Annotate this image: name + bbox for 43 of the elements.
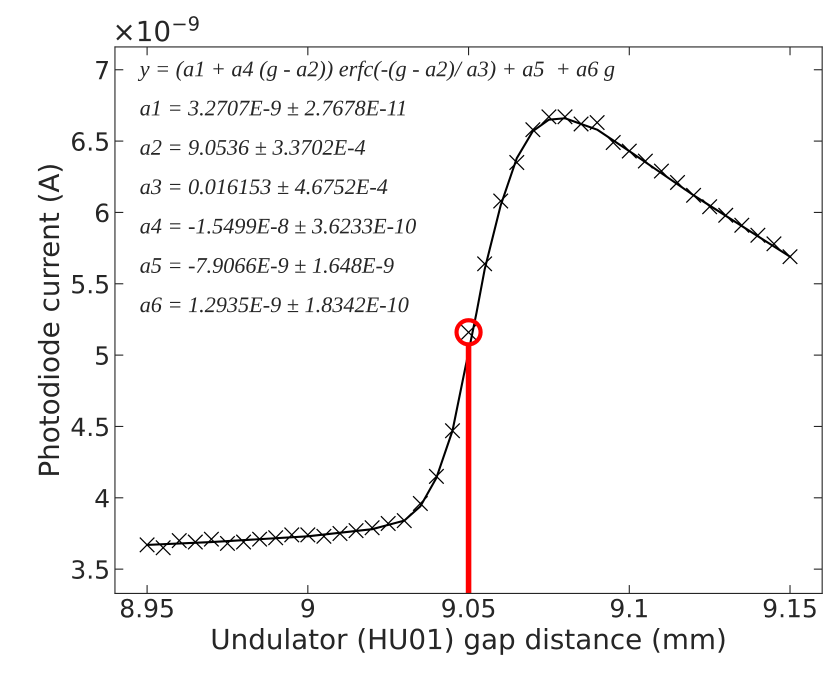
point [750,227,766,244]
annotation: y = (a1 + a4 (g - a2)) erfc(-(g - a2)/ a3) + a5 + a6 g [138,60,614,82]
y-tick-label: 5 [96,346,108,365]
point [702,198,718,215]
point [766,236,782,252]
point [412,496,428,512]
annotation: a1 = 3.2707E-9 ± 2.7678E-11 [140,100,405,116]
x-tick-label: 9 [301,598,314,618]
y-tick-label: 3.5 [72,560,108,579]
text: ×10$^{−9}$ [116,16,199,42]
annotation: a3 = 0.016153 ± 4.6752E-4 [140,179,388,194]
point [637,153,654,169]
point [428,468,444,484]
point [670,174,686,190]
y-tick-label: 6.5 [72,132,108,151]
point [508,154,525,170]
y-tick-label: 7 [96,61,108,80]
point [492,193,509,209]
point [686,187,702,204]
y-tick-label: 6 [96,203,109,222]
y-tick-label: 4 [95,489,109,508]
x-tick-label: 9.1 [610,598,647,618]
annotation: a2 = 9.0536 ± 3.3702E-4 [140,140,366,156]
x-tick-label: 9.15 [764,598,816,618]
point [654,163,670,179]
y-tick-label: 4.5 [72,418,108,436]
point [476,256,493,272]
x-axis-title: Undulator (HU01) gap distance (mm) [212,628,724,655]
point [734,217,750,234]
point [444,422,460,439]
y-tick-label: 5.5 [72,275,108,294]
y-axis-title: Photodiode current (A) [38,165,63,475]
x-tick-label: 9.05 [442,598,494,618]
annotation: a4 = -1.5499E-8 ± 3.6233E-10 [140,218,416,234]
annotation: a5 = -7.9066E-9 ± 1.648E-9 [140,258,394,274]
point [782,248,798,265]
annotation: a6 = 1.2935E-9 ± 1.8342E-10 [140,297,409,312]
point [718,207,734,224]
point [621,143,638,159]
point [454,318,483,346]
x-tick-label: 8.95 [120,598,173,618]
point [605,134,622,150]
point [524,122,541,138]
